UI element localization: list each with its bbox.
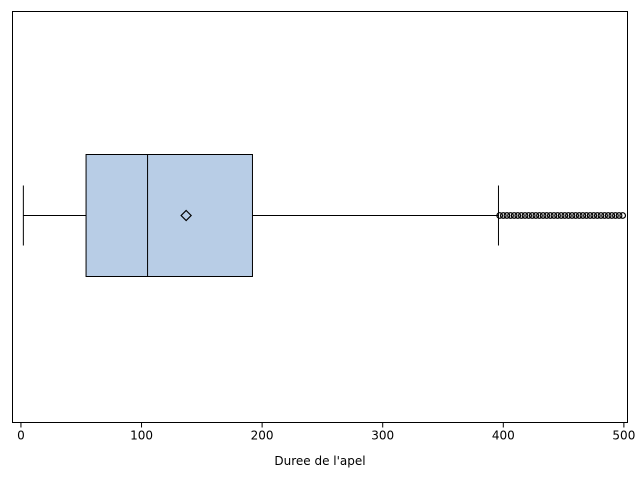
outlier-point-21 (572, 212, 580, 219)
x-tick-label-400: 400 (492, 429, 515, 443)
x-tick-label-300: 300 (371, 429, 394, 443)
outlier-point-6 (517, 212, 525, 219)
plot-frame (12, 11, 628, 423)
outlier-point-4 (510, 212, 518, 219)
outlier-point-20 (568, 212, 576, 219)
x-axis-title: Duree de l'apel (274, 454, 365, 468)
outlier-point-32 (612, 212, 619, 219)
outlier-point-28 (597, 212, 605, 219)
outliers (496, 212, 627, 219)
outlier-point-5 (514, 212, 522, 219)
outlier-point-25 (586, 212, 594, 219)
outlier-point-8 (525, 212, 533, 219)
outlier-point-9 (528, 212, 536, 219)
outlier-point-10 (532, 212, 540, 219)
outlier-point-12 (539, 212, 547, 219)
iqr-box (85, 154, 253, 277)
x-axis: 0 100 200 300 400 500 (17, 422, 635, 443)
outlier-point-34 (619, 212, 627, 219)
outlier-point-30 (604, 212, 612, 219)
outlier-point-13 (543, 212, 551, 219)
outlier-point-24 (583, 212, 590, 219)
outlier-point-26 (590, 212, 598, 219)
outlier-point-18 (561, 212, 569, 219)
outlier-point-23 (579, 212, 587, 219)
outlier-point-19 (565, 212, 572, 219)
outlier-point-33 (615, 212, 623, 219)
x-tick-label-500: 500 (612, 429, 635, 443)
outlier-point-22 (575, 212, 583, 219)
outlier-point-3 (507, 212, 514, 219)
outlier-point-1 (499, 212, 507, 219)
outlier-point-15 (550, 212, 558, 219)
outlier-point-7 (521, 212, 529, 219)
x-tick-label-0: 0 (17, 429, 25, 443)
outlier-point-29 (601, 212, 608, 219)
mean-marker (180, 209, 192, 222)
outlier-point-16 (554, 212, 561, 219)
outlier-point-17 (557, 212, 565, 219)
outlier-point-31 (608, 212, 616, 219)
outlier-point-14 (546, 212, 554, 219)
x-tick-label-100: 100 (130, 429, 153, 443)
x-tick-label-200: 200 (251, 429, 274, 443)
box-plot (22, 154, 499, 277)
outlier-point-27 (593, 212, 601, 219)
outlier-point-0 (496, 212, 504, 219)
outlier-point-11 (536, 212, 543, 219)
outlier-point-2 (503, 212, 511, 219)
